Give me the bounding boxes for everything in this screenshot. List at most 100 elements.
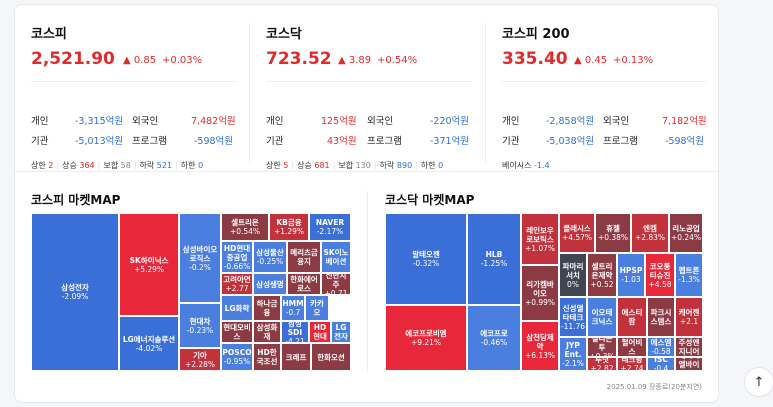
breadth-value: 364	[79, 161, 95, 170]
treemap-tile[interactable]: 신한지주 +0.71	[321, 273, 351, 295]
treemap-tile[interactable]: 클래시스 +4.57%	[559, 213, 595, 253]
treemap-tile[interactable]: 현대차 -0.23%	[179, 303, 221, 348]
tile-change: +0.3%	[589, 351, 615, 357]
treemap-tile[interactable]: 크래프	[281, 343, 311, 371]
treemap-tile[interactable]: 파크시스템스	[647, 297, 675, 337]
index-name[interactable]: 코스닥	[266, 27, 302, 42]
treemap-tile[interactable]: 휴젤 +0.38%	[595, 213, 631, 253]
treemap-tile[interactable]: SK이노베이션	[321, 241, 351, 273]
breadth-value: 5	[283, 161, 289, 170]
treemap-tile[interactable]: NAVER -2.17%	[309, 213, 351, 241]
treemap-tile[interactable]: HLB -1.25%	[467, 213, 521, 305]
scroll-to-top-button[interactable]: ↑	[744, 367, 773, 397]
breadth-label: 상승	[297, 161, 312, 170]
treemap-tile[interactable]: 기아 +2.28%	[179, 348, 221, 371]
treemap-tile[interactable]: 레인보우로보틱스 +1.07%	[521, 213, 559, 265]
tile-change: +2.77	[225, 284, 249, 293]
investor-label: 개인	[502, 116, 520, 127]
treemap-tile[interactable]: 한화오션	[311, 343, 351, 371]
treemap-tile[interactable]: 리노공업 +0.24%	[669, 213, 703, 253]
treemap-tile[interactable]: 에스엠 -0.58	[647, 337, 675, 357]
tile-name: HD한국조선	[256, 348, 278, 366]
treemap-tile[interactable]: KB금융 +1.29%	[269, 213, 309, 241]
treemap-tile[interactable]: 신성델타테크 -11.76	[559, 297, 587, 337]
treemap-tile[interactable]: 삼성SDI -4.21	[281, 321, 309, 343]
treemap-tile[interactable]: 펩트론 -1.3%	[675, 253, 703, 297]
treemap-tile[interactable]: ISC -0.4	[647, 357, 675, 371]
treemap-tile[interactable]: 삼성전자 -2.09%	[31, 213, 119, 371]
treemap-tile[interactable]: 실리콘투 +0.3%	[587, 337, 617, 357]
tile-name: LG화학	[224, 303, 250, 313]
investor-label: 외국인	[132, 116, 159, 127]
divider	[502, 81, 707, 82]
tile-name: 알테오젠	[412, 250, 440, 259]
breadth-label: 상한	[266, 161, 281, 170]
treemap-tile[interactable]: HD현대중공업 -0.66%	[221, 241, 253, 273]
tile-change: -0.4	[653, 364, 669, 371]
tile-name: 크래프	[285, 352, 307, 362]
treemap-tile[interactable]: JYP Ent. -2.1%	[559, 337, 587, 371]
treemap-tile[interactable]: 현대모비스	[221, 321, 253, 343]
investor-value: -5,038억원	[546, 136, 595, 147]
investor-value: 7,182억원	[662, 116, 707, 127]
treemap-tile[interactable]: LG전자	[331, 321, 351, 343]
treemap-tile[interactable]: 삼성화재	[253, 321, 281, 343]
index-block-kosdaq[interactable]: 코스닥 723.52 ▲ 3.89 +0.54% 개인 125억원 외국인 -2…	[266, 23, 471, 170]
treemap-tile[interactable]: 코오롱티슈진 +4.58	[645, 253, 675, 297]
treemap-tile[interactable]: LG화학	[221, 295, 253, 321]
treemap-tile[interactable]: 삼성바이오로직스 -0.2%	[179, 213, 221, 303]
treemap-tile[interactable]: 셀트리온 +0.54%	[221, 213, 269, 241]
treemap-tile[interactable]: 하나금융	[253, 295, 281, 321]
index-name[interactable]: 코스피	[31, 27, 67, 42]
treemap-tile[interactable]: 삼성물산 -0.25%	[253, 241, 287, 273]
index-block-kospi200[interactable]: 코스피 200 335.40 ▲ 0.45 +0.13% 개인 -2,858억원…	[502, 23, 707, 170]
treemap-tile[interactable]: SK하이닉스 +5.29%	[119, 213, 179, 316]
treemap-tile[interactable]: 고려아연 +2.77	[221, 273, 253, 295]
treemap-tile[interactable]: 셀트리온제약 +0.52	[587, 253, 617, 297]
treemap-tile[interactable]: 에코프로비엠 +9.21%	[385, 305, 467, 371]
treemap-tile[interactable]: 케어젠 +2.1	[675, 297, 703, 337]
investor-label: 기관	[502, 136, 520, 147]
tile-change: +4.57%	[561, 233, 593, 242]
treemap-tile[interactable]: 엔켐 +2.83%	[631, 213, 669, 253]
treemap-tile[interactable]: HD현대	[309, 321, 331, 343]
index-change-pct: +0.13%	[613, 55, 654, 66]
treemap-tile[interactable]: 메리츠금융지	[287, 241, 321, 273]
breadth-value: 890	[396, 161, 413, 170]
tile-name: NAVER	[315, 218, 345, 227]
tile-name: 에스티팜	[621, 308, 643, 326]
treemap-tile[interactable]: 삼천당제약 +6.13%	[521, 321, 559, 371]
tile-name: 신성델타테크	[562, 303, 584, 322]
treemap-tile[interactable]: 카카오	[305, 295, 329, 321]
tile-name: 이오테크닉스	[591, 308, 613, 326]
investor-value: -598억원	[194, 136, 234, 147]
treemap-tile[interactable]: 펄어비스	[617, 337, 647, 357]
kospi-map-title[interactable]: 코스피 마켓MAP	[31, 193, 121, 207]
treemap-tile[interactable]: 루닛 +2.82	[587, 357, 617, 371]
tile-change: +1.29%	[273, 227, 305, 236]
treemap-tile[interactable]: 리가켐바이오 +0.99%	[521, 265, 559, 321]
index-name[interactable]: 코스피 200	[502, 27, 570, 42]
treemap-tile[interactable]: 에이비엘바이오	[675, 357, 703, 371]
treemap-tile[interactable]: LG에너지솔루션 -4.02%	[119, 316, 179, 371]
kosdaq-map-title[interactable]: 코스닥 마켓MAP	[385, 193, 475, 207]
treemap-tile[interactable]: POSCO -0.95%	[221, 343, 253, 371]
treemap-tile[interactable]: 에코프로 -0.46%	[467, 305, 521, 371]
treemap-tile[interactable]: 테크윙 +2.74	[617, 357, 647, 371]
treemap-tile[interactable]: HD한국조선	[253, 343, 281, 371]
treemap-tile[interactable]: 에스티팜	[617, 297, 647, 337]
treemap-tile[interactable]: 주성엔지니어	[675, 337, 703, 357]
treemap-tile[interactable]: 이오테크닉스	[587, 297, 617, 337]
breadth-label: 하락	[139, 161, 155, 170]
treemap-tile[interactable]: HMM -0.7	[281, 295, 305, 321]
treemap-tile[interactable]: 한화에어로스	[287, 273, 321, 295]
tile-name: 삼천당제약	[526, 332, 554, 351]
treemap-tile[interactable]: 삼성생명	[253, 273, 287, 295]
treemap-tile[interactable]: 파마리서치 0%	[559, 253, 587, 297]
investor-value: -220억원	[430, 116, 470, 127]
index-block-kospi[interactable]: 코스피 2,521.90 ▲ 0.85 +0.03% 개인 -3,315억원 외…	[31, 23, 236, 170]
tile-name: 클래시스	[563, 224, 591, 233]
treemap-tile[interactable]: HPSP -1.03	[617, 253, 645, 297]
investor-label: 기관	[31, 136, 49, 147]
treemap-tile[interactable]: 알테오젠 -0.32%	[385, 213, 467, 305]
